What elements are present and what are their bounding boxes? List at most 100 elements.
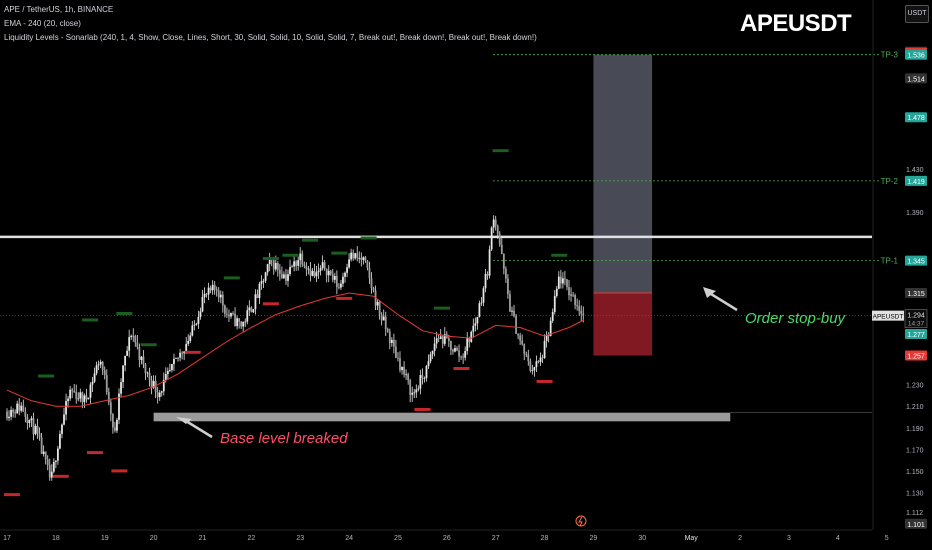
candle-body [177,357,179,359]
liquidity-high-marker [116,311,133,315]
candle-body [185,343,188,352]
candle-body [382,316,385,321]
candle-body [348,259,350,268]
candle-body [42,451,45,454]
liquidity-high-marker [331,251,348,255]
candle-body [116,419,118,431]
candle-body [551,311,554,321]
candle-body [61,424,63,434]
candle-body [519,335,522,341]
time-tick-label: 24 [345,535,353,542]
candle-body [154,381,157,393]
candle-body [543,340,546,359]
time-tick-label: May [685,535,699,542]
time-tick-label: 21 [199,535,207,542]
candle-body [18,403,21,411]
candle-body [209,287,212,291]
candle-body [504,268,507,279]
candle-body [81,392,84,403]
candle-body [390,339,393,344]
candle-body [419,375,422,389]
price-tag-bg [905,288,927,299]
candle-body [386,329,389,332]
candle-body [303,264,306,266]
liquidity-low-marker [52,474,69,478]
candle-body [32,418,35,435]
time-tick-label: 30 [638,535,646,542]
candle-body [28,420,31,424]
candle-body [221,294,224,306]
candle-body [14,412,17,414]
candle-body [195,323,198,325]
ticker-overlay: APEUSDT [740,10,852,37]
price-tick-label: 1.150 [906,469,924,476]
candle-body [531,370,534,372]
candle-body [244,321,247,323]
tp-price-tag-bg [905,49,927,60]
currency-button[interactable]: USDT [905,5,929,23]
candle-body [486,274,489,276]
candle-body [162,379,165,392]
candle-body [360,257,363,260]
current-price-label: 1.294 [907,313,925,320]
candle-body [146,372,149,374]
ema-line [6,292,584,407]
candle-body [8,416,10,419]
liquidity-legend: Liquidity Levels - Sonarlab (240, 1, 4, … [4,33,537,42]
candle-body [521,340,524,345]
candle-body [79,392,82,399]
candle-body [10,409,12,417]
price-tick-label: 1.230 [906,383,924,390]
tp-label-2: TP-2 [881,177,899,186]
candle-body [232,313,234,314]
candle-body [272,260,275,270]
candle-body [38,433,41,438]
candle-body [566,279,568,288]
candle-body [545,334,548,341]
candle-body [287,274,289,281]
candle-body [16,403,19,414]
candle-body [213,284,216,290]
candle-body [57,448,59,461]
candle-body [226,313,228,315]
candle-body [523,344,526,354]
candle-body [293,261,296,267]
candle-body [366,260,369,268]
candle-body [333,276,336,280]
candle-body [338,286,340,288]
candle-body [158,392,161,398]
candle-body [234,313,236,327]
candle-body [97,364,100,366]
candle-body [443,334,446,344]
candle-body [509,294,511,312]
candle-body [380,314,383,321]
candle-body [69,389,72,399]
candle-body [321,262,324,269]
current-price-box [904,309,928,328]
candle-body [77,398,80,400]
candle-body [411,392,414,395]
order-arrow-head [703,287,716,298]
annotation-order-stop-buy: Order stop-buy [745,310,846,327]
tp-price-tag-bg [905,255,927,266]
candle-body [219,294,222,298]
candle-body [87,397,90,400]
candle-body [156,392,159,398]
candle-body [22,405,25,412]
candle-body [130,335,133,338]
candle-body [34,425,37,435]
candle-body [478,303,481,317]
candle-body [498,233,501,245]
candle-body [201,296,204,312]
candle-body [500,244,503,254]
candle-body [91,381,94,385]
candle-body [183,351,186,354]
candle-body [193,324,196,326]
candle-body [262,280,265,282]
candle-body [553,295,556,312]
candle-body [464,350,467,358]
candle-body [454,348,456,352]
candle-body [439,336,442,339]
